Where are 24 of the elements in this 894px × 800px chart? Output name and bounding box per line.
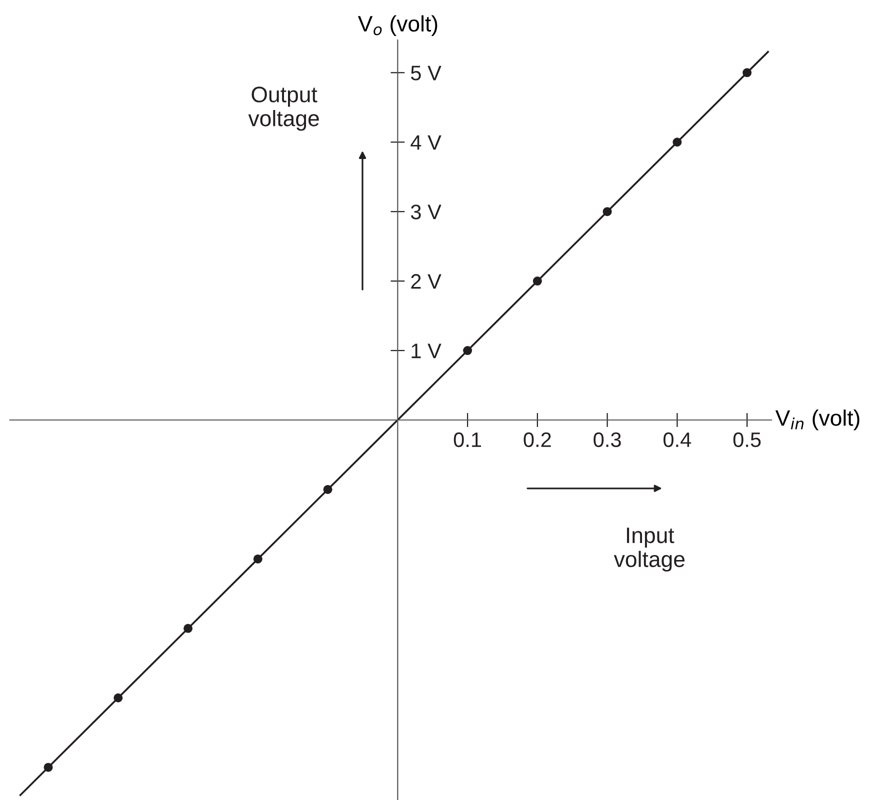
point xyxy=(532,276,542,286)
x-tick-label: 0.2 xyxy=(524,432,551,448)
y-tick-label: 4 V xyxy=(410,135,442,150)
annotation: Input voltage xyxy=(614,528,684,572)
y-tick-label: 2 V xyxy=(411,274,442,289)
point xyxy=(253,554,262,564)
annotation: Output voltage xyxy=(248,86,319,131)
point xyxy=(602,207,612,216)
x-tick-label: 0.1 xyxy=(454,432,482,448)
point xyxy=(114,693,123,702)
point xyxy=(44,762,53,772)
x-axis-title: V$_{in}$ (volt) xyxy=(775,410,860,430)
point xyxy=(742,68,752,78)
point xyxy=(463,346,472,356)
point xyxy=(184,624,193,633)
y-tick-label: 1 V xyxy=(412,344,442,358)
x-tick-label: 0.5 xyxy=(733,432,761,448)
y-axis-title: V$_{o}$ (volt) xyxy=(358,15,438,36)
y-tick-label: 5 V xyxy=(411,66,442,80)
x-tick-label: 0.4 xyxy=(664,432,692,448)
y-tick-label: 3 V xyxy=(410,204,442,220)
point xyxy=(323,484,332,494)
x-tick-label: 0.3 xyxy=(594,432,621,448)
point xyxy=(672,138,682,147)
